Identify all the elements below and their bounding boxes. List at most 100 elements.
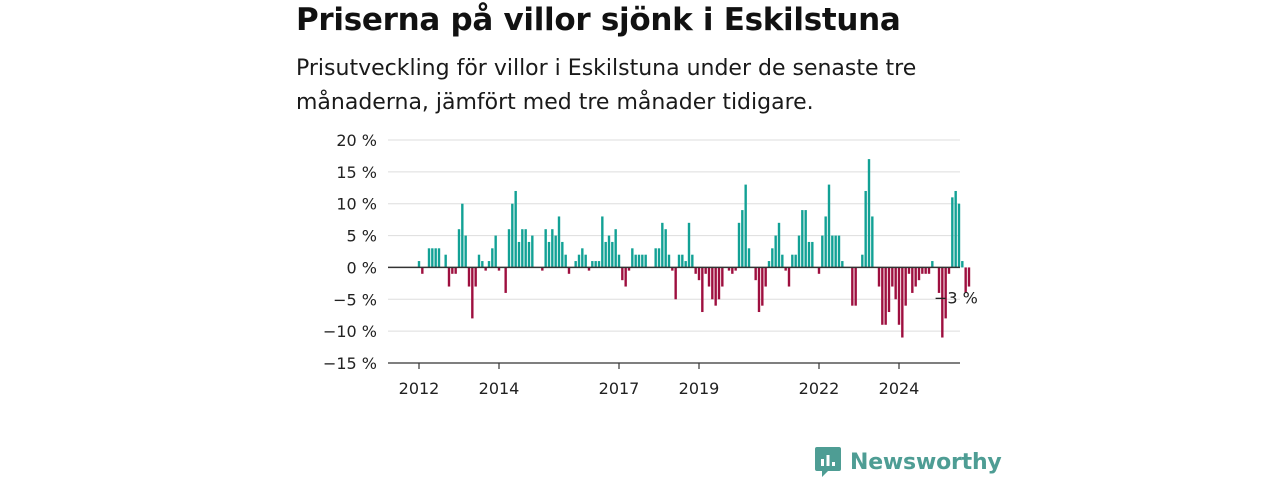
bar: [521, 229, 524, 268]
bar: [761, 267, 764, 306]
bar: [491, 248, 494, 268]
y-tick-label: 10 %: [336, 195, 377, 214]
bar: [604, 241, 607, 268]
bar: [777, 222, 781, 268]
bar: [721, 267, 724, 287]
bar: [631, 248, 634, 268]
bar: [584, 254, 587, 268]
bar: [544, 229, 547, 268]
bar: [567, 267, 571, 274]
bar: [587, 267, 591, 271]
bar: [471, 267, 474, 319]
bar: [694, 267, 697, 274]
bar: [601, 216, 604, 268]
bar: [881, 267, 884, 325]
bar: [547, 241, 551, 268]
bar: [667, 254, 671, 268]
annotations: −3 %: [934, 288, 978, 307]
bar: [451, 267, 454, 274]
y-tick-label: 20 %: [336, 131, 377, 150]
bar: [661, 222, 664, 268]
bar: [487, 261, 491, 268]
bar: [824, 216, 827, 268]
bar: [447, 267, 451, 287]
bar: [457, 229, 461, 268]
x-tick-label: 2022: [799, 379, 840, 398]
bar: [931, 261, 934, 268]
bar: [907, 267, 911, 274]
bar: [927, 267, 931, 274]
bar: [641, 254, 644, 268]
bar: [801, 210, 804, 268]
bar: [654, 248, 657, 268]
bar: [427, 248, 431, 268]
bar: [597, 261, 601, 268]
bar: [727, 267, 731, 271]
bar: [804, 210, 807, 268]
bar: [924, 267, 927, 274]
chart-subtitle: Prisutveckling för villor i Eskilstuna u…: [296, 56, 917, 115]
bar: [644, 254, 647, 268]
bar: [677, 254, 681, 268]
bar: [467, 267, 471, 287]
bar: [771, 248, 774, 268]
grid-lines: [388, 139, 960, 332]
bar: [781, 254, 784, 268]
bar: [687, 222, 691, 268]
bar: [737, 222, 741, 268]
bar: [431, 248, 434, 268]
bar: [754, 267, 757, 281]
bar: [937, 267, 941, 293]
bar: [614, 229, 617, 268]
bar: [921, 267, 924, 274]
bar: [794, 254, 797, 268]
bar: [911, 267, 914, 293]
bar: [811, 241, 814, 268]
y-axis-labels: 20 % 15 % 10 % 5 % 0 % −5 % −10 % −15 %: [323, 131, 377, 373]
x-tick-label: 2017: [599, 379, 640, 398]
x-tick-label: 2014: [479, 379, 520, 398]
newsworthy-logo-icon: [815, 447, 841, 477]
bar: [834, 235, 837, 268]
bar: [524, 229, 527, 268]
y-tick-label: −5 %: [333, 290, 377, 309]
bar: [624, 267, 627, 287]
y-tick-label: −15 %: [323, 354, 377, 373]
bar: [564, 254, 567, 268]
bar: [607, 235, 611, 268]
bar: [951, 197, 954, 268]
bar: [714, 267, 717, 306]
bar: [821, 235, 824, 268]
bar: [674, 267, 677, 300]
bar: [497, 267, 501, 271]
bar: [884, 267, 887, 325]
bar: [701, 267, 704, 313]
bar: [531, 235, 534, 268]
bar: [944, 267, 947, 319]
newsworthy-logo[interactable]: Newsworthy: [814, 445, 1002, 479]
bar: [807, 241, 811, 268]
x-tick-label: 2019: [679, 379, 720, 398]
bar: [481, 261, 484, 268]
bar: [797, 235, 801, 268]
bar: [444, 254, 447, 268]
x-tick-label: 2012: [399, 379, 440, 398]
bar: [421, 267, 424, 274]
bar: [767, 261, 771, 268]
bar: [904, 267, 907, 306]
bar: [941, 267, 944, 338]
bar: [734, 267, 737, 271]
axes: [388, 266, 960, 369]
bar: [511, 203, 514, 268]
bar: [554, 235, 557, 268]
bar: [967, 267, 971, 287]
bar: [617, 254, 621, 268]
bar: [437, 248, 441, 268]
bar: [731, 267, 734, 274]
bar: [634, 254, 637, 268]
bar: [707, 267, 711, 287]
bar: [897, 267, 901, 325]
bar: [664, 229, 667, 268]
bar: [864, 190, 867, 268]
